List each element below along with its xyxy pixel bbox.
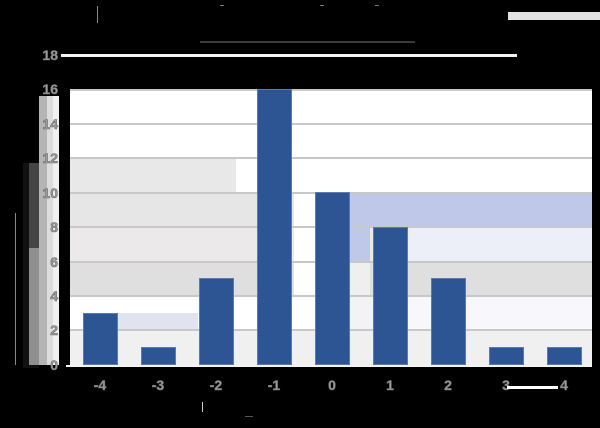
x-tick-label: -2	[209, 377, 223, 394]
x-tick-label: -3	[151, 377, 165, 394]
bar-minus3[interactable]	[141, 347, 176, 365]
plot-area	[70, 89, 592, 365]
x-axis-line	[66, 365, 592, 367]
y-tick-label: 8	[50, 219, 58, 236]
title-fragment-tick	[97, 6, 98, 23]
gridline-18	[61, 54, 517, 57]
overlay-highlight-8-6-left	[348, 227, 370, 261]
x-tick-label: 2	[444, 377, 452, 394]
bar-1[interactable]	[373, 227, 408, 365]
y-tick-label: 18	[42, 47, 58, 64]
bar-minus2[interactable]	[199, 278, 234, 365]
x-tick-label: 3	[502, 377, 510, 394]
left-strip	[29, 163, 39, 248]
x-axis-title	[202, 402, 203, 412]
gridline-14	[70, 123, 592, 125]
bar-0[interactable]	[315, 192, 350, 365]
y-tick-label: 2	[50, 322, 58, 339]
y-tick-label: 6	[50, 254, 58, 271]
title-fragment-dash	[375, 5, 379, 6]
overlay-highlight-10-8	[348, 193, 592, 227]
title-fragment-dash	[320, 5, 324, 6]
left-strip	[39, 96, 47, 365]
overlay-3-2-left	[118, 313, 198, 330]
x-tick-label: -4	[93, 377, 107, 394]
bar-2[interactable]	[431, 278, 466, 365]
overlay-6-4-strip	[348, 262, 370, 296]
y-tick-label: 14	[42, 116, 58, 133]
left-strip	[53, 96, 59, 365]
y-tick-label: 12	[42, 150, 58, 167]
bar-4[interactable]	[547, 347, 582, 365]
bar-minus1[interactable]	[257, 89, 292, 365]
left-strip	[47, 96, 53, 365]
band-16-14	[70, 89, 592, 124]
band-14-12	[70, 124, 592, 158]
x-axis-title-fragment	[245, 416, 253, 417]
y-tick-label: 16	[42, 81, 58, 98]
overlay-highlight-8-6	[408, 227, 592, 262]
x-tick-label: 0	[328, 377, 336, 394]
left-strip	[15, 213, 16, 365]
y-tick-label: 10	[42, 185, 58, 202]
bar-minus4[interactable]	[83, 313, 118, 365]
title-fragment-dash	[220, 5, 224, 6]
gridline-12	[70, 157, 592, 159]
x-tick-label: -1	[267, 377, 281, 394]
chart-title	[200, 41, 415, 43]
y-tick-label: 4	[50, 288, 58, 305]
bar-3[interactable]	[489, 347, 524, 365]
top-right-bar	[508, 12, 600, 20]
x-tick-label: 4	[560, 377, 568, 394]
x-tick-label: 1	[386, 377, 394, 394]
overlay-white-right-top	[236, 158, 592, 193]
y-tick-label: 0	[50, 357, 58, 374]
gridline-16	[70, 89, 592, 91]
left-strip	[29, 248, 39, 365]
x-label-connector-line	[507, 386, 558, 389]
